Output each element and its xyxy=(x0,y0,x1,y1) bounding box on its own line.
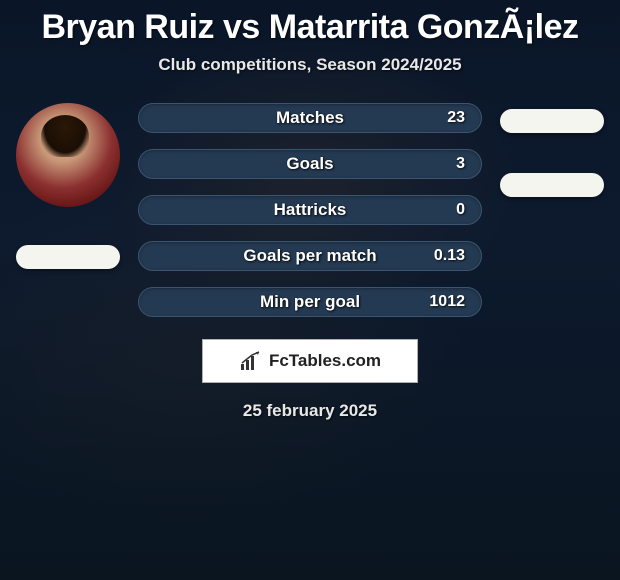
stat-bar-min-per-goal: Min per goal 1012 xyxy=(138,287,482,317)
player-right-column xyxy=(492,103,612,197)
stat-bar-goals-per-match: Goals per match 0.13 xyxy=(138,241,482,271)
stat-value: 3 xyxy=(456,155,465,173)
stat-bar-hattricks: Hattricks 0 xyxy=(138,195,482,225)
stat-label: Goals xyxy=(139,154,481,174)
stat-value: 1012 xyxy=(429,293,465,311)
content-container: Bryan Ruiz vs Matarrita GonzÃ¡lez Club c… xyxy=(0,0,620,421)
page-title: Bryan Ruiz vs Matarrita GonzÃ¡lez xyxy=(0,8,620,47)
player-right-name-pill-1 xyxy=(500,109,604,133)
stat-bar-matches: Matches 23 xyxy=(138,103,482,133)
player-right-name-pill-2 xyxy=(500,173,604,197)
main-row: Matches 23 Goals 3 Hattricks 0 Goals per… xyxy=(0,103,620,333)
player-left-column xyxy=(8,103,128,269)
stat-label: Goals per match xyxy=(139,246,481,266)
source-logo-text: FcTables.com xyxy=(269,351,381,371)
stats-bars: Matches 23 Goals 3 Hattricks 0 Goals per… xyxy=(128,103,492,333)
player-left-name-pill xyxy=(16,245,120,269)
stat-label: Hattricks xyxy=(139,200,481,220)
player-left-avatar xyxy=(16,103,120,207)
stat-value: 0.13 xyxy=(434,247,465,265)
source-logo-box: FcTables.com xyxy=(202,339,418,383)
date-label: 25 february 2025 xyxy=(0,401,620,421)
fctables-icon xyxy=(239,350,265,372)
stat-bar-goals: Goals 3 xyxy=(138,149,482,179)
stat-label: Matches xyxy=(139,108,481,128)
stat-value: 23 xyxy=(447,109,465,127)
stat-value: 0 xyxy=(456,201,465,219)
subtitle: Club competitions, Season 2024/2025 xyxy=(0,55,620,75)
